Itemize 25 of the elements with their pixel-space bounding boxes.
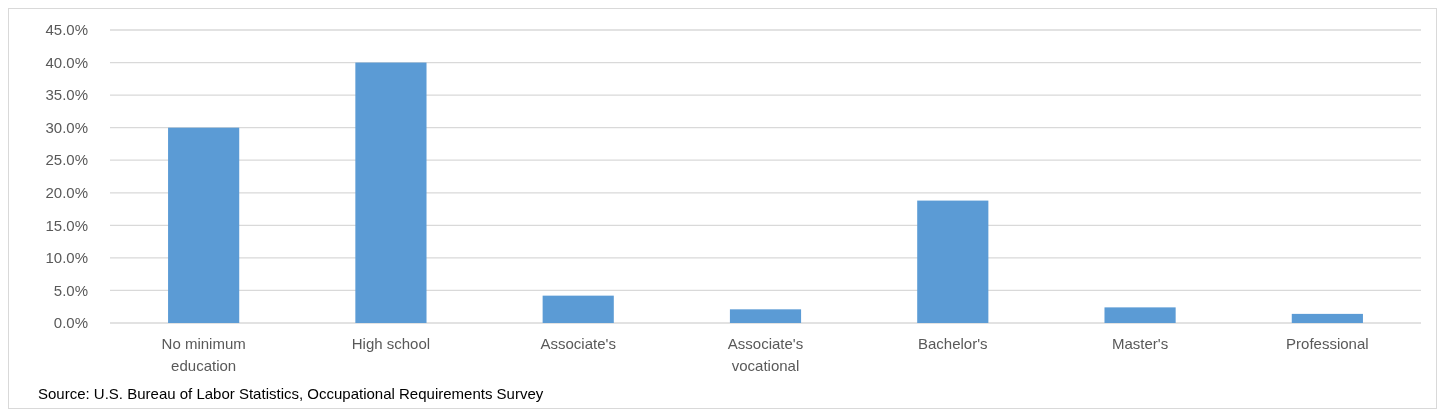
y-tick-label: 25.0% [45,151,88,169]
y-tick-label: 20.0% [45,184,88,202]
x-tick-label: Professional [1286,335,1369,352]
y-tick-label: 35.0% [45,86,88,104]
x-tick-label: Associate's vocational [727,335,804,374]
bar [1291,313,1363,323]
x-tick-label: Master's [1111,335,1169,352]
y-tick-label: 15.0% [45,216,88,234]
bar [168,127,240,323]
x-tick-label: Bachelor's [918,335,988,352]
y-tick-label: 0.0% [53,314,88,332]
bar [542,295,614,323]
bar [1104,307,1176,323]
bar [917,200,989,323]
y-tick-label: 45.0% [45,21,88,39]
y-tick-label: 5.0% [53,281,88,299]
y-tick-label: 10.0% [45,249,88,267]
source-note: Source: U.S. Bureau of Labor Statistics, Occupational Requirements Survey [38,385,544,402]
bar [355,62,427,323]
x-tick-label: No minimum education [161,335,246,374]
bar [729,309,802,323]
x-tick-label: High school [351,335,431,352]
y-tick-label: 40.0% [45,53,88,71]
y-tick-label: 30.0% [45,118,88,136]
x-tick-label: Associate's [540,335,616,352]
